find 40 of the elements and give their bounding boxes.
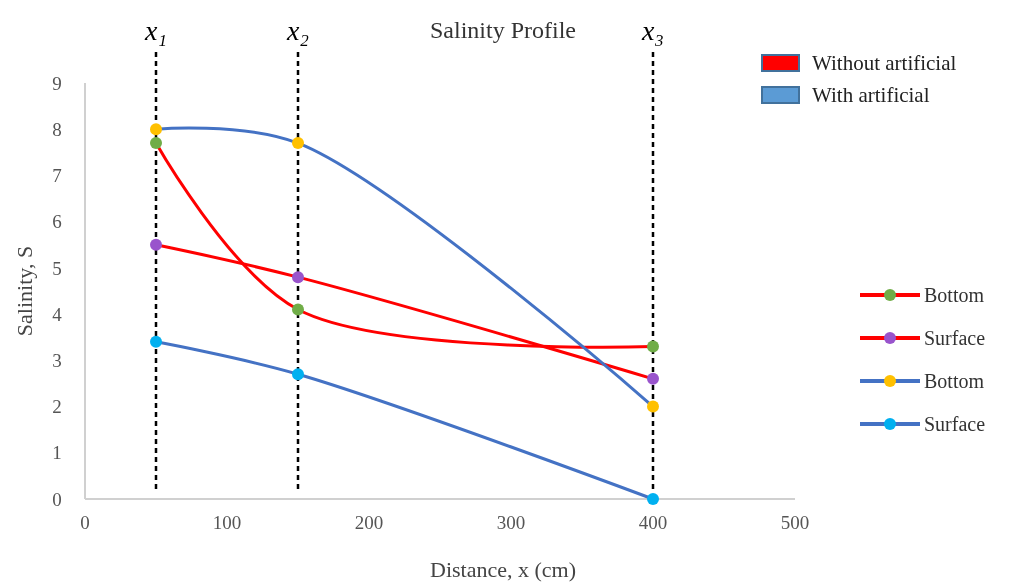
y-axis-title: Salinity, S xyxy=(12,245,37,337)
point xyxy=(150,137,162,150)
x-tick-label: 0 xyxy=(80,512,90,533)
x-tick-label: 300 xyxy=(496,512,526,533)
point xyxy=(292,271,304,284)
text: Without artificial xyxy=(812,51,957,75)
point xyxy=(292,137,304,150)
x-tick-label: 500 xyxy=(780,512,810,533)
y-tick-label: 5 xyxy=(52,257,62,279)
y-tick-label: 7 xyxy=(52,165,62,187)
point xyxy=(647,340,659,353)
x-tick-label: 100 xyxy=(212,512,242,533)
point xyxy=(647,372,659,385)
x-axis-title: Distance, x (cm) xyxy=(430,557,576,582)
legend-label: Bottom xyxy=(924,370,985,392)
chart-title: Salinity Profile xyxy=(430,17,576,43)
y-tick-label: 8 xyxy=(52,118,62,140)
y-tick-label: 2 xyxy=(52,396,62,418)
y-tick-label: 6 xyxy=(52,211,62,233)
point xyxy=(292,368,304,381)
ref-line-label: x₃ xyxy=(640,15,665,46)
y-tick-label: 9 xyxy=(52,72,62,94)
point xyxy=(292,303,304,316)
y-tick-label: 0 xyxy=(52,488,62,510)
point xyxy=(150,238,162,251)
point xyxy=(647,493,659,505)
ref-line-label: x₁ xyxy=(143,15,168,46)
legend-label: Surface xyxy=(924,413,986,435)
point xyxy=(150,335,162,348)
point xyxy=(150,123,162,136)
x-tick-label: 400 xyxy=(638,512,668,533)
text: With artificial xyxy=(812,83,930,107)
x-tick-label: 200 xyxy=(354,512,384,533)
y-tick-label: 4 xyxy=(52,303,63,325)
ref-line-label: x₂ xyxy=(285,15,310,46)
legend-label: Bottom xyxy=(924,284,985,306)
legend-label: Surface xyxy=(924,327,986,349)
y-tick-label: 3 xyxy=(52,349,62,371)
point xyxy=(647,400,659,413)
y-tick-label: 1 xyxy=(52,442,62,464)
